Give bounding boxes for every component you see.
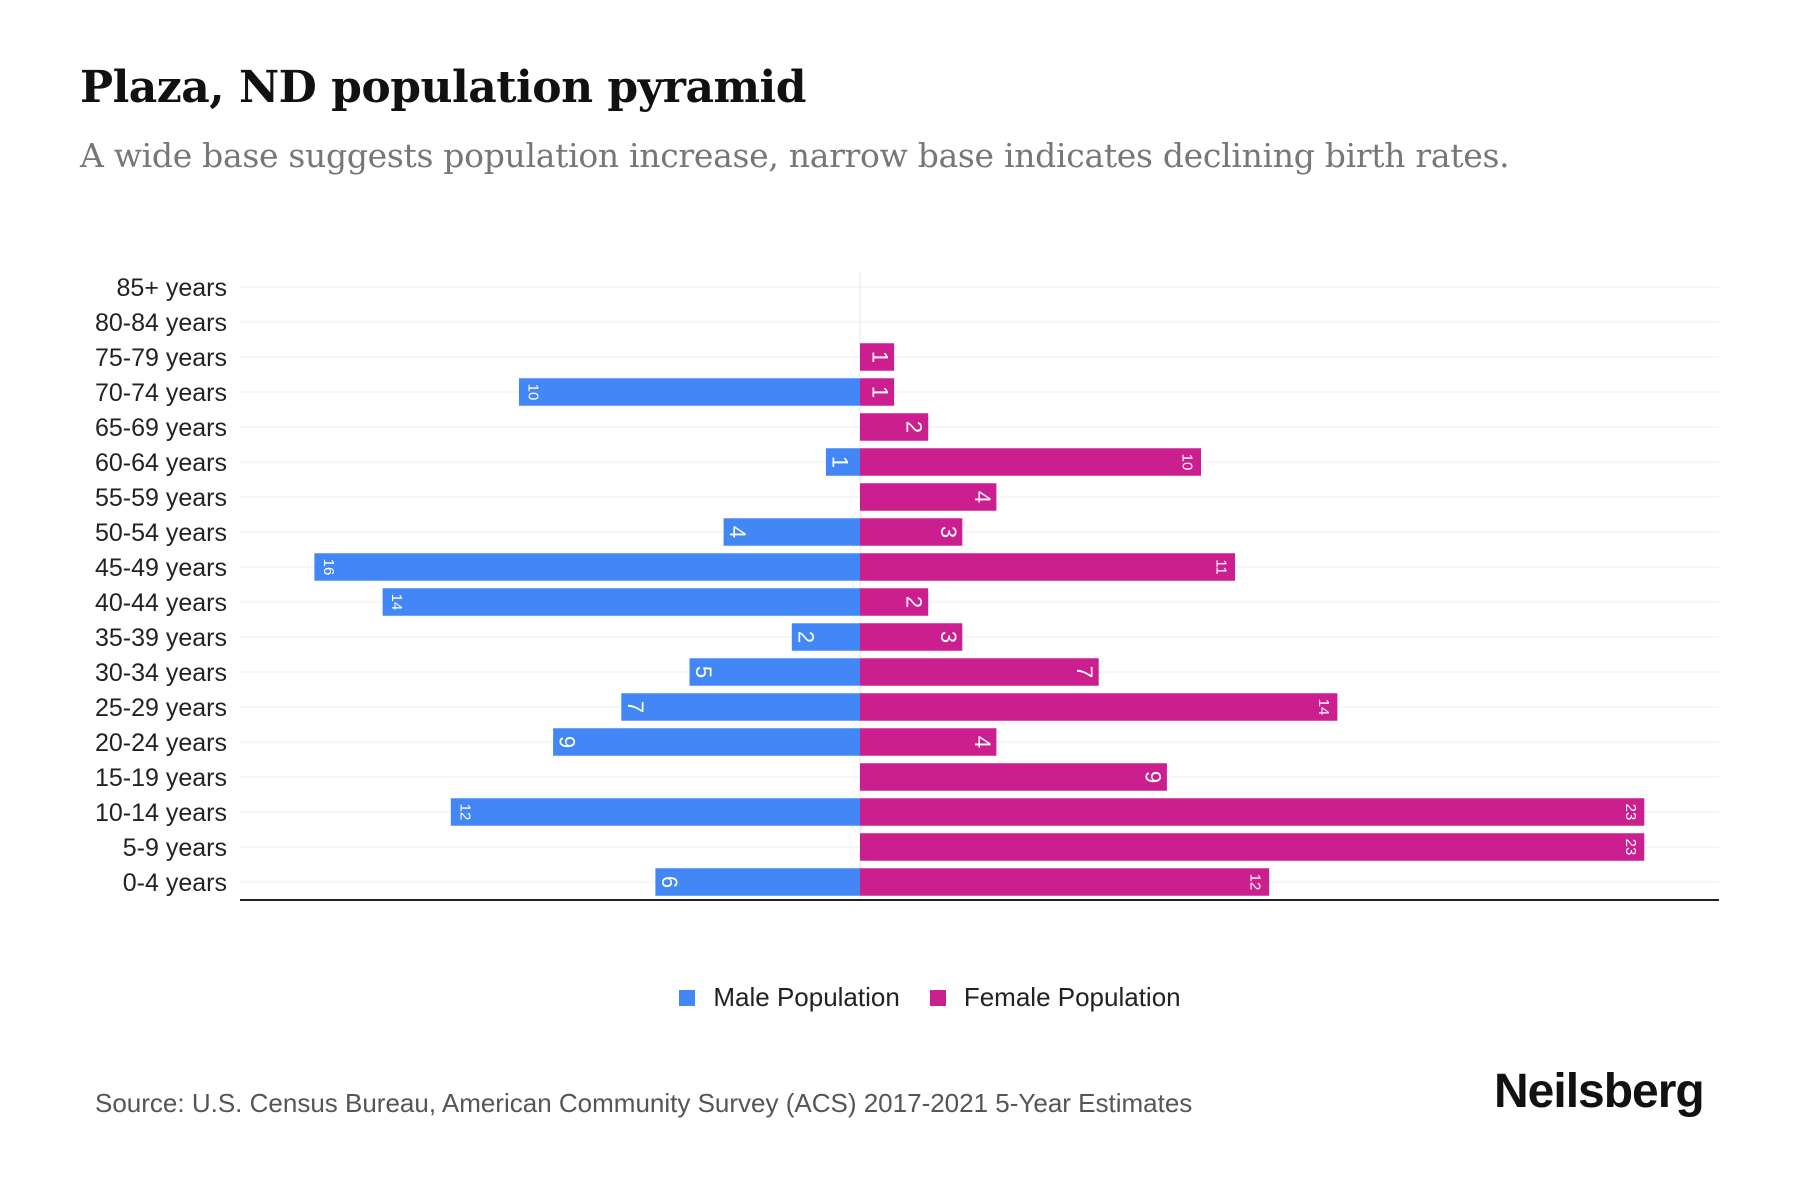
- female-bar[interactable]: [860, 728, 997, 756]
- female-bar[interactable]: [860, 623, 963, 651]
- female-value-label: 2: [902, 421, 927, 433]
- male-bar[interactable]: [723, 518, 860, 546]
- female-value-label: 4: [970, 491, 995, 503]
- legend-label-male: Male Population: [713, 982, 900, 1012]
- male-bar[interactable]: [689, 658, 861, 686]
- male-bar[interactable]: [519, 378, 860, 406]
- female-value-label: 7: [1072, 666, 1097, 678]
- chart-subtitle: A wide base suggests population increase…: [80, 136, 1510, 175]
- female-bar[interactable]: [860, 343, 895, 371]
- female-value-label: 23: [1622, 804, 1639, 821]
- male-value-label: 14: [388, 594, 405, 611]
- chart-title: Plaza, ND population pyramid: [80, 62, 807, 113]
- male-bar[interactable]: [621, 693, 860, 721]
- female-value-label: 3: [936, 631, 961, 643]
- y-tick-label: 5-9 years: [123, 834, 227, 862]
- female-value-label: 11: [1213, 559, 1230, 575]
- neilsberg-logo: Neilsberg: [1494, 1065, 1705, 1118]
- legend-item-male[interactable]: Male Population: [679, 982, 900, 1013]
- male-bar[interactable]: [791, 623, 860, 651]
- female-bar[interactable]: [860, 518, 963, 546]
- male-value-label: 1: [827, 456, 852, 468]
- y-tick-label: 85+ years: [117, 274, 228, 302]
- male-bar[interactable]: [825, 448, 860, 476]
- female-bar[interactable]: [860, 658, 1099, 686]
- male-value-label: 2: [793, 631, 818, 643]
- female-bar[interactable]: [860, 378, 895, 406]
- male-bar[interactable]: [314, 553, 860, 581]
- male-bar[interactable]: [450, 798, 860, 826]
- y-tick-label: 50-54 years: [95, 519, 227, 547]
- male-value-label: 4: [725, 526, 750, 538]
- male-bar[interactable]: [382, 588, 860, 616]
- y-tick-label: 10-14 years: [95, 799, 227, 827]
- female-bar[interactable]: [860, 833, 1645, 861]
- y-tick-label: 75-79 years: [95, 344, 227, 372]
- female-value-label: 3: [936, 526, 961, 538]
- y-tick-label: 80-84 years: [95, 309, 227, 337]
- y-tick-label: 65-69 years: [95, 414, 227, 442]
- male-value-label: 7: [623, 701, 648, 713]
- female-bar[interactable]: [860, 693, 1338, 721]
- y-tick-label: 45-49 years: [95, 554, 227, 582]
- female-bar[interactable]: [860, 588, 929, 616]
- female-bar[interactable]: [860, 413, 929, 441]
- female-bar[interactable]: [860, 483, 997, 511]
- female-bar[interactable]: [860, 798, 1645, 826]
- y-tick-label: 60-64 years: [95, 449, 227, 477]
- y-tick-label: 55-59 years: [95, 484, 227, 512]
- female-value-label: 10: [1179, 454, 1196, 471]
- y-tick-label: 0-4 years: [123, 869, 227, 897]
- y-tick-label: 35-39 years: [95, 624, 227, 652]
- male-value-label: 6: [657, 876, 682, 888]
- y-tick-label: 15-19 years: [95, 764, 227, 792]
- female-value-label: 12: [1247, 874, 1264, 891]
- y-tick-label: 20-24 years: [95, 729, 227, 757]
- female-value-label: 23: [1622, 839, 1639, 856]
- male-bar[interactable]: [553, 728, 860, 756]
- y-tick-label: 40-44 years: [95, 589, 227, 617]
- legend-item-female[interactable]: Female Population: [929, 982, 1181, 1013]
- y-tick-label: 25-29 years: [95, 694, 227, 722]
- female-value-label: 1: [868, 386, 893, 398]
- male-value-label: 10: [525, 384, 542, 401]
- female-value-label: 14: [1315, 699, 1332, 716]
- legend-swatch-female: [929, 989, 946, 1006]
- female-bar[interactable]: [860, 553, 1236, 581]
- female-value-label: 9: [1140, 771, 1165, 783]
- female-value-label: 4: [970, 736, 995, 748]
- y-tick-label: 70-74 years: [95, 379, 227, 407]
- female-bar[interactable]: [860, 868, 1270, 896]
- male-bar[interactable]: [655, 868, 860, 896]
- male-value-label: 5: [691, 666, 716, 678]
- female-bar[interactable]: [860, 763, 1167, 791]
- male-value-label: 12: [456, 804, 473, 821]
- male-value-label: 16: [320, 559, 337, 576]
- legend-swatch-male: [679, 989, 696, 1006]
- female-bar[interactable]: [860, 448, 1201, 476]
- source-note: Source: U.S. Census Bureau, American Com…: [95, 1088, 1193, 1118]
- female-value-label: 1: [868, 351, 893, 363]
- legend: Male Population Female Population: [30, 982, 1800, 1013]
- male-value-label: 9: [555, 736, 580, 748]
- y-tick-label: 30-34 years: [95, 659, 227, 687]
- female-value-label: 2: [902, 596, 927, 608]
- legend-label-female: Female Population: [963, 982, 1181, 1012]
